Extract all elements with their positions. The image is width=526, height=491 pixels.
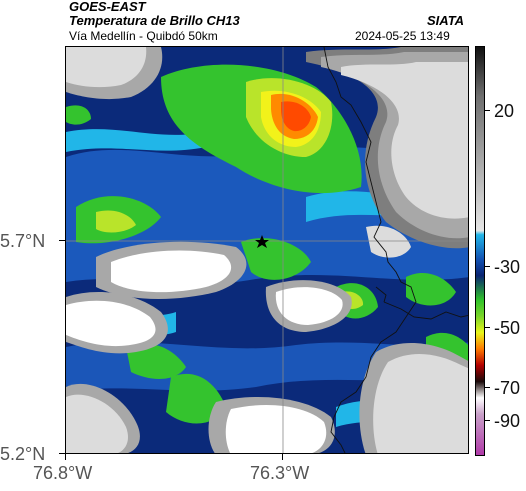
colorbar-tick-label: -50: [494, 318, 521, 338]
colorbar-tick-label: -90: [494, 411, 521, 431]
lon-tick-mark: [65, 454, 66, 460]
border-line: [323, 47, 417, 453]
star-icon: [255, 235, 269, 248]
agency-label: SIATA: [427, 13, 465, 28]
lat-tick-label: 5.7°N: [0, 231, 46, 251]
satellite-title: GOES-EAST: [69, 0, 146, 14]
border-line-secondary: [383, 301, 468, 320]
lon-tick-label: 76.3°W: [250, 463, 310, 483]
satellite-map: [65, 46, 469, 454]
colorbar-tick-mark: [485, 327, 490, 328]
lat-tick-label: 5.2°N: [0, 444, 46, 464]
product-title: Temperatura de Brillo CH13: [69, 13, 240, 28]
colorbar-tick-mark: [485, 266, 490, 267]
colorbar-tick-label: 20: [494, 101, 515, 121]
temperature-colorbar: [475, 46, 485, 456]
lon-tick-label: 76.8°W: [33, 463, 93, 483]
colorbar-tick-mark: [485, 420, 490, 421]
lon-tick-mark: [282, 454, 283, 460]
border-line-tertiary: [375, 286, 387, 303]
colorbar-tick-mark: [485, 110, 490, 111]
timestamp-label: 2024-05-25 13:49: [355, 29, 450, 43]
lat-tick-mark: [59, 240, 65, 241]
route-subtitle: Vía Medellín - Quibdó 50km: [69, 29, 218, 43]
colorbar-tick-label: -30: [494, 257, 521, 277]
brightness-temperature-field: [66, 47, 468, 453]
colorbar-tick-label: -70: [494, 378, 521, 398]
colorbar-tick-mark: [485, 387, 490, 388]
lat-tick-mark: [59, 453, 65, 454]
